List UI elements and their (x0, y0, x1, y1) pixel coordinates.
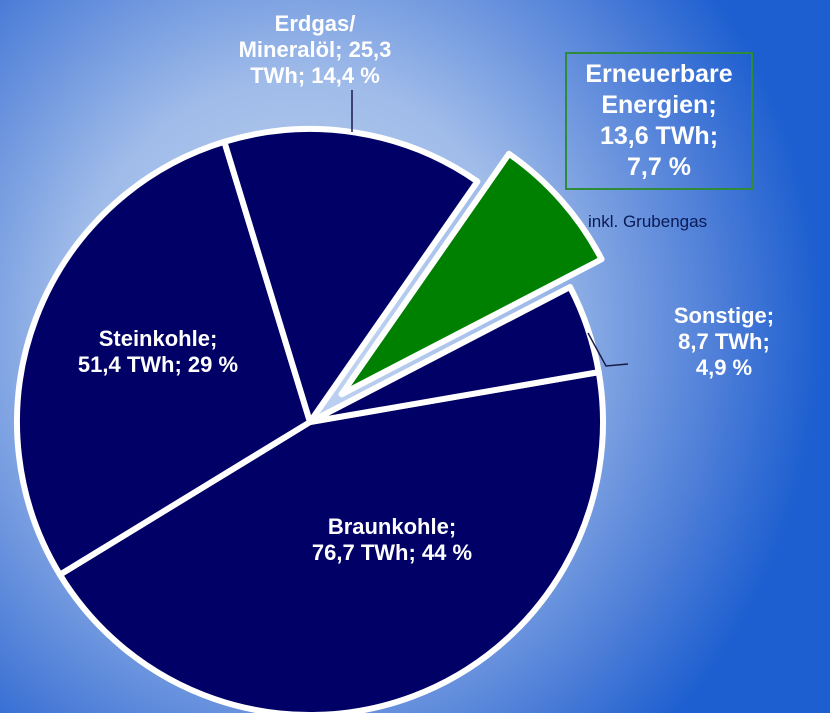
annotation: inkl. Grubengas (588, 212, 708, 231)
slice-label: Braunkohle; 76,7 TWh; 44 % (311, 514, 473, 565)
slice-label: Erneuerbare Energien; 13,6 TWh; 7,7 % (565, 52, 753, 190)
pie-slice (14, 138, 313, 578)
slices (14, 126, 606, 713)
pie-slice (338, 150, 605, 398)
slice-label: Sonstige; 8,7 TWh; 4,9 % (673, 303, 775, 380)
slice-label: Steinkohle; 51,4 TWh; 29 % (77, 326, 239, 377)
pie-slice (56, 369, 606, 713)
slice-label: Erdgas/ Mineralöl; 25,3 TWh; 14,4 % (238, 11, 392, 88)
pie-slice (221, 126, 481, 425)
leader-line (587, 332, 629, 367)
pie-slice (307, 283, 602, 425)
